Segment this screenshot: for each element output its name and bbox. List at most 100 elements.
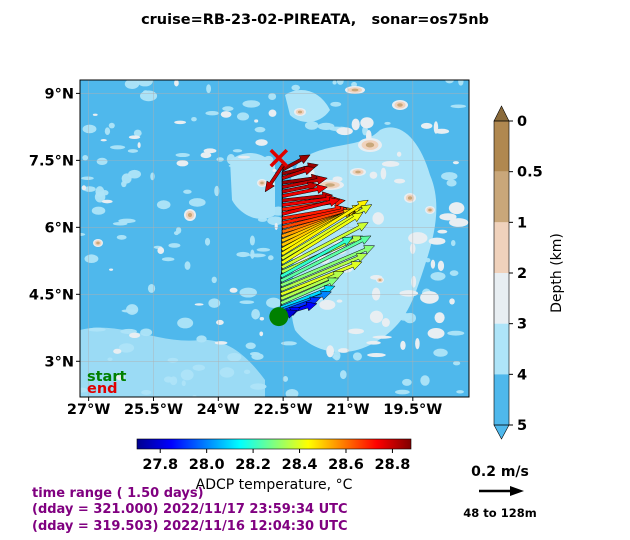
- mid-depth-patch: [282, 376, 289, 382]
- mid-depth-patch: [249, 352, 261, 356]
- mid-depth-patch: [257, 217, 268, 222]
- mid-depth-patch: [411, 258, 420, 263]
- current-vector: [280, 204, 373, 261]
- shallow-patch: [237, 155, 251, 159]
- y-tick-label: 3°N: [45, 354, 74, 370]
- time-range: time range ( 1.50 days): [32, 486, 204, 501]
- depth-colorbar-band: [494, 121, 509, 172]
- temperature-colorbar-tick-label: 28.2: [235, 457, 271, 473]
- temperature-colorbar-bar: [136, 438, 412, 450]
- current-vector: [280, 253, 368, 292]
- shallow-patch: [100, 139, 107, 142]
- mid-depth-patch: [395, 389, 410, 395]
- x-tick-label: 19.5°W: [383, 402, 442, 418]
- mid-depth-patch: [334, 170, 350, 177]
- seamount: [378, 278, 382, 282]
- mid-depth-patch: [458, 80, 464, 86]
- shallow-patch: [434, 128, 450, 134]
- shallow-patch: [174, 80, 179, 87]
- mid-depth-patch: [380, 295, 387, 305]
- shallow-patch: [174, 120, 187, 125]
- start-marker: [269, 307, 289, 327]
- shallow-patch: [268, 109, 277, 117]
- mid-depth-patch: [177, 317, 194, 329]
- shallow-patch: [415, 337, 420, 350]
- y-tick-label: 7.5°N: [29, 153, 74, 169]
- shallow-patch: [394, 178, 406, 184]
- mid-depth-patch: [267, 255, 274, 261]
- depth-colorbar-band: [494, 273, 509, 324]
- shallow-patch: [437, 260, 445, 272]
- shallow-patch: [433, 121, 439, 134]
- depth-colorbar-tick-label: 2: [517, 266, 527, 282]
- y-tick-label: 9°N: [45, 86, 74, 102]
- mid-depth-patch: [355, 279, 363, 286]
- mid-depth-patch: [143, 90, 149, 94]
- seamount: [260, 181, 264, 185]
- mid-depth-patch: [336, 80, 344, 85]
- mid-depth-patch: [81, 176, 94, 180]
- reference-vector-label: 0.2 m/s: [471, 464, 529, 480]
- mid-depth-patch: [420, 375, 430, 386]
- mid-depth-patch: [216, 157, 224, 162]
- legend-end: end: [87, 381, 118, 397]
- temperature-colorbar-tick-label: 28.0: [189, 457, 225, 473]
- shallow-patch: [452, 161, 459, 165]
- current-vector: [281, 181, 319, 194]
- mid-depth-patch: [116, 234, 127, 240]
- mid-depth-patch: [173, 231, 179, 236]
- mid-depth-patch: [124, 80, 140, 90]
- temperature-colorbar-tick-label: 28.4: [282, 457, 318, 473]
- mid-depth-patch: [104, 127, 111, 136]
- end-time: (dday = 321.000) 2022/11/17 23:59:34 UTC: [32, 502, 348, 517]
- shallow-patch: [220, 111, 232, 118]
- shallow-patch: [420, 291, 439, 304]
- shallow-patch: [439, 213, 457, 221]
- mid-depth-patch: [239, 287, 257, 298]
- depth-colorbar-band: [494, 222, 509, 273]
- shallow-patch: [157, 247, 165, 255]
- shallow-patch: [326, 345, 335, 358]
- mid-depth-patch: [236, 251, 250, 258]
- current-vector: [279, 235, 372, 283]
- shallow-patch: [229, 287, 238, 293]
- y-tick-label: 4.5°N: [29, 287, 74, 303]
- mid-depth-patch: [112, 221, 128, 226]
- shallow-patch: [203, 148, 217, 154]
- shallow-patch: [399, 290, 419, 297]
- mid-depth-patch: [208, 298, 221, 308]
- mid-depth-patch: [317, 105, 328, 110]
- shallow-patch: [427, 327, 445, 339]
- shallow-patch: [430, 259, 436, 269]
- shallow-patch: [274, 222, 278, 231]
- seamount: [428, 208, 432, 212]
- mid-depth-patch: [398, 133, 408, 140]
- mid-depth-patch: [425, 258, 431, 263]
- mid-depth-patch: [226, 153, 236, 165]
- shallow-patch: [259, 317, 265, 321]
- shallow-patch: [272, 169, 277, 172]
- shallow-patch: [367, 352, 386, 358]
- depth-colorbar-tick-label: 4: [517, 367, 527, 383]
- shallow-patch: [113, 348, 122, 354]
- shallow-patch: [194, 303, 204, 306]
- shallow-patch: [92, 113, 98, 116]
- mid-depth-patch: [253, 157, 269, 163]
- temperature-colorbar-tick-label: 28.6: [328, 457, 364, 473]
- depth-colorbar-tick-label: 0: [517, 114, 527, 130]
- mid-depth-patch: [82, 124, 97, 134]
- shallow-patch: [255, 139, 268, 146]
- depth-colorbar-band: [494, 171, 509, 223]
- mid-depth-patch: [421, 186, 430, 192]
- depth-colorbar-extend-top: [493, 105, 510, 122]
- seamount: [355, 170, 361, 174]
- seamount: [407, 196, 413, 200]
- x-tick-label: 24°W: [197, 402, 240, 418]
- mid-depth-patch: [205, 111, 220, 116]
- map-frame: [79, 79, 470, 398]
- current-vector: [280, 222, 369, 270]
- mid-depth-patch: [359, 177, 365, 185]
- mid-depth-patch: [412, 206, 423, 216]
- mid-depth-patch: [245, 342, 256, 350]
- bathymetry-background: [80, 80, 469, 397]
